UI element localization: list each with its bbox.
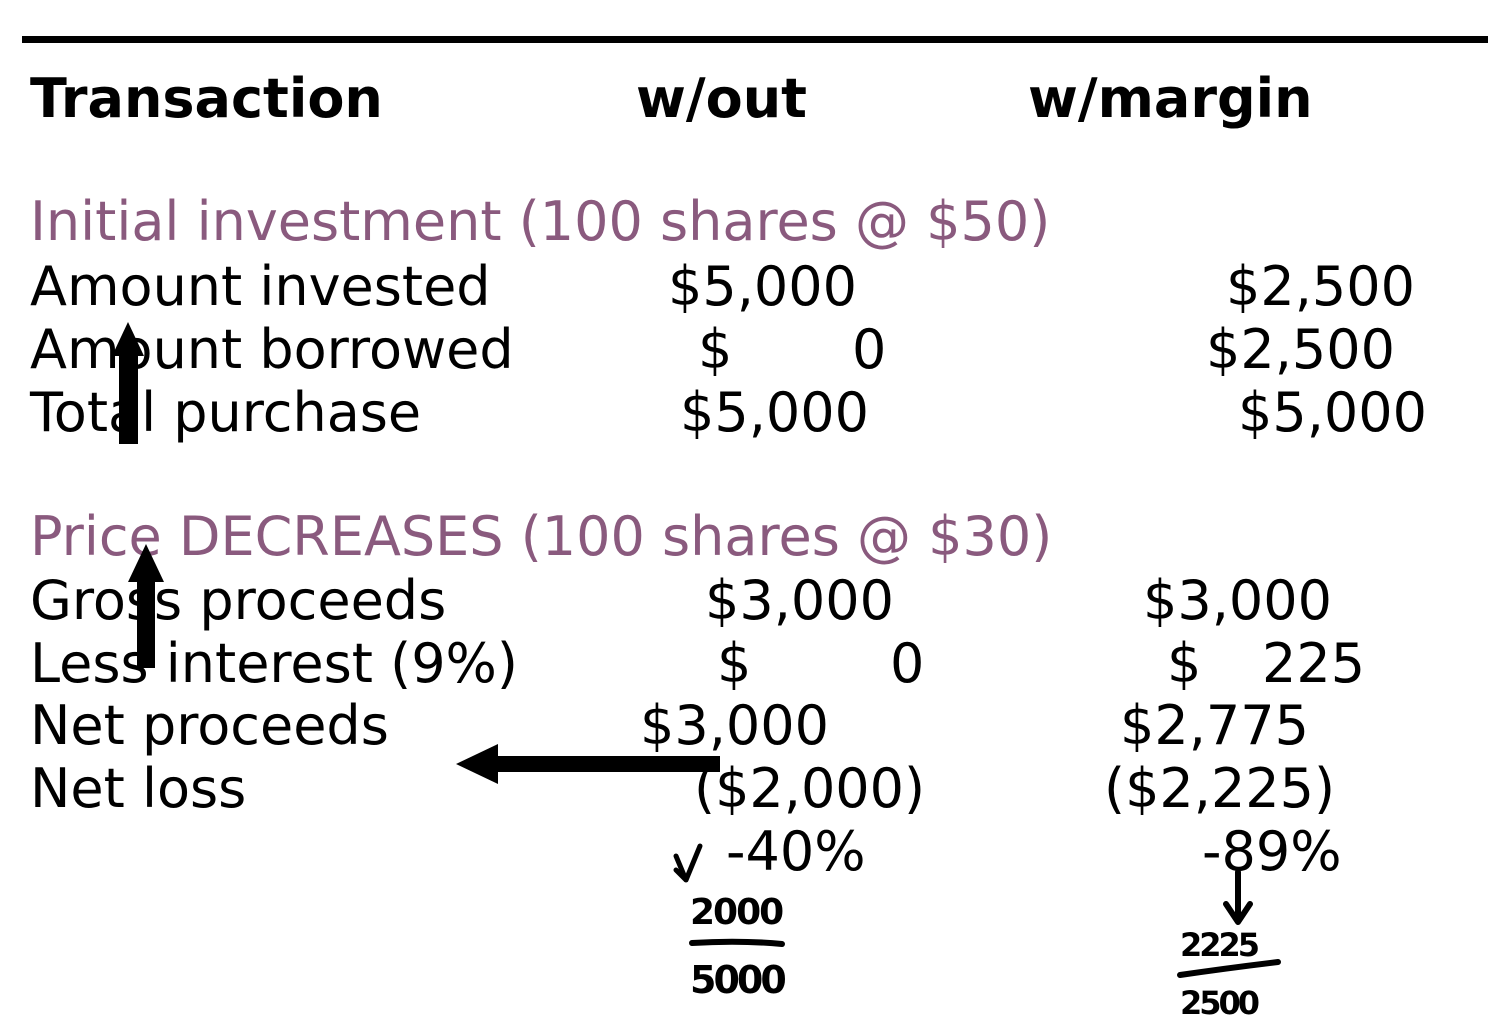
net-proceeds-with-margin: $2,775 xyxy=(1120,694,1309,757)
less-interest-without-symbol: $ xyxy=(717,632,752,695)
up-arrow-icon-2 xyxy=(128,544,164,668)
gross-proceeds-with-margin: $3,000 xyxy=(1143,569,1332,632)
handwritten-denominator-left: 5000 xyxy=(690,958,787,1002)
header-transaction: Transaction xyxy=(30,67,383,130)
gross-proceeds-without: $3,000 xyxy=(705,569,894,632)
handwritten-numerator-left: 2000 xyxy=(690,892,784,933)
section-initial-investment-title: Initial investment (100 shares @ $50) xyxy=(30,190,1051,253)
row-label-less-interest: Less interest (9%) xyxy=(30,632,518,695)
less-interest-without-value: 0 xyxy=(890,632,925,695)
total-purchase-with-margin: $5,000 xyxy=(1238,381,1427,444)
row-label-amount-invested: Amount invested xyxy=(30,255,491,318)
row-label-amount-borrowed: Amount borrowed xyxy=(30,318,514,381)
net-loss-without: ($2,000) xyxy=(694,757,926,820)
left-arrow-icon xyxy=(456,744,720,784)
amount-borrowed-with-margin: $2,500 xyxy=(1206,318,1395,381)
row-label-net-proceeds: Net proceeds xyxy=(30,694,389,757)
handwritten-arrow-icon xyxy=(673,843,703,883)
amount-borrowed-without-value: 0 xyxy=(852,318,887,381)
section-price-decreases-title: Price DECREASES (100 shares @ $30) xyxy=(30,505,1053,568)
handwritten-down-arrow-icon xyxy=(1223,869,1253,925)
row-label-net-loss: Net loss xyxy=(30,757,247,820)
pct-change-without: -40% xyxy=(726,820,866,883)
handwritten-numerator-right: 2225 xyxy=(1180,926,1260,964)
less-interest-with-margin-symbol: $ xyxy=(1167,632,1202,695)
fraction-bar-left xyxy=(689,938,785,947)
row-label-gross-proceeds: Gross proceeds xyxy=(30,569,447,632)
row-label-total-purchase: Total purchase xyxy=(30,381,422,444)
net-loss-with-margin: ($2,225) xyxy=(1104,757,1336,820)
fraction-bar-right xyxy=(1177,959,1281,978)
amount-invested-with-margin: $2,500 xyxy=(1226,255,1415,318)
header-without-margin: w/out xyxy=(636,67,807,130)
amount-invested-without: $5,000 xyxy=(668,255,857,318)
net-proceeds-without: $3,000 xyxy=(640,694,829,757)
pct-change-with-margin: -89% xyxy=(1202,820,1342,883)
handwritten-denominator-right: 2500 xyxy=(1180,984,1260,1022)
header-with-margin: w/margin xyxy=(1028,67,1313,130)
up-arrow-icon xyxy=(112,322,144,444)
less-interest-with-margin-value: 225 xyxy=(1262,632,1366,695)
top-rule xyxy=(22,36,1488,43)
amount-borrowed-without-symbol: $ xyxy=(698,318,733,381)
total-purchase-without: $5,000 xyxy=(680,381,869,444)
